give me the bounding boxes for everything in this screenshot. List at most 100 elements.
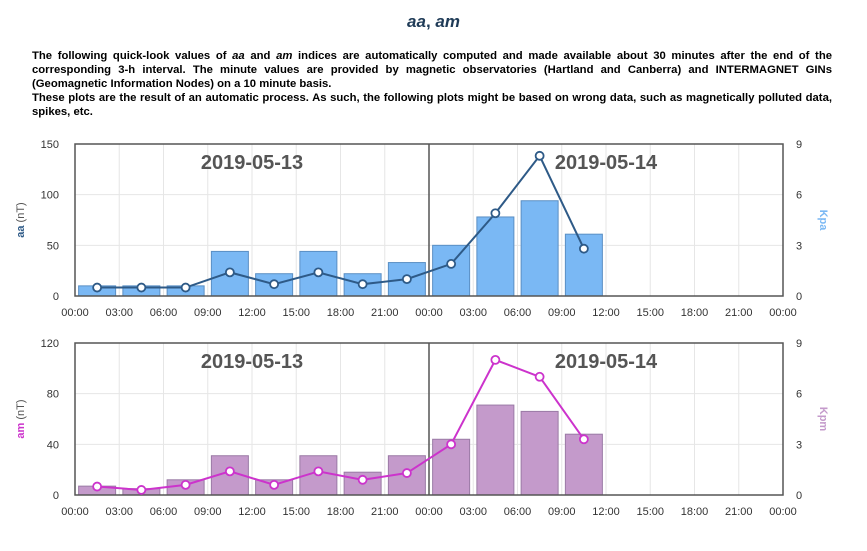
aa-date-label: 2019-05-13: [201, 152, 303, 174]
aa-kp-point: [401, 274, 412, 285]
aa-x-tick: 15:00: [636, 307, 664, 319]
am-chart: 2019-05-13 2019-05-14 0 40 80 120 0 3 6 9 00:00 03:…: [15, 338, 829, 518]
aa-right-tick: 0: [796, 291, 802, 303]
title-am: am: [435, 12, 460, 31]
aa-x-tick: 12:00: [592, 307, 620, 319]
description-paragraph-1: The following quick-look values of aa an…: [32, 49, 832, 91]
am-kp-point: [490, 354, 501, 365]
am-x-tick: 00:00: [769, 506, 797, 518]
am-kp-point: [224, 466, 235, 477]
am-left-axis-unit: (nT): [15, 399, 27, 422]
aa-bar: [564, 233, 603, 297]
aa-right-tick: 6: [796, 190, 802, 202]
aa-x-tick: 21:00: [371, 307, 399, 319]
am-left-axis-name: am: [15, 422, 27, 438]
desc-text-b: and: [244, 50, 277, 62]
am-kp-point: [92, 481, 103, 492]
am-x-tick: 09:00: [194, 506, 222, 518]
am-x-tick: 03:00: [105, 506, 133, 518]
am-kp-point: [401, 468, 412, 478]
aa-left-tick: 150: [41, 139, 59, 151]
am-x-tick: 09:00: [548, 506, 576, 518]
page-title: aa, am: [0, 12, 867, 32]
aa-chart: 2019-05-13 2019-05-14 0 50 100 150 0 3 6 9 00:00 03…: [15, 139, 829, 319]
am-x-tick: 15:00: [282, 506, 310, 518]
am-x-tick: 00:00: [415, 506, 443, 518]
aa-x-tick: 09:00: [548, 307, 576, 319]
am-x-tick: 21:00: [371, 506, 399, 518]
aa-left-tick: 100: [41, 190, 59, 202]
aa-right-tick: 9: [796, 139, 802, 151]
am-left-tick: 120: [41, 338, 59, 350]
desc-am: am: [276, 50, 293, 62]
aa-left-axis-name: aa: [15, 225, 27, 238]
aa-left-axis-title: aa (nT): [15, 202, 27, 237]
aa-kp-point: [578, 243, 589, 254]
aa-bar: [520, 200, 559, 297]
am-kp-point: [313, 466, 324, 477]
aa-kp-point: [534, 150, 545, 161]
title-aa: aa: [407, 12, 426, 31]
am-bar: [564, 433, 603, 496]
aa-x-tick: 00:00: [61, 307, 89, 319]
aa-x-tick: 15:00: [282, 307, 310, 319]
am-left-tick: 0: [53, 490, 59, 502]
aa-kp-point: [136, 282, 147, 293]
aa-x-tick: 00:00: [415, 307, 443, 319]
aa-bar: [432, 244, 471, 297]
am-right-tick: 3: [796, 439, 802, 451]
aa-kp-line: [97, 153, 585, 289]
am-kp-point: [446, 439, 457, 450]
aa-x-tick: 03:00: [105, 307, 133, 319]
aa-x-tick: 06:00: [150, 307, 178, 319]
am-kp-point: [136, 485, 147, 495]
am-left-tick: 80: [47, 389, 59, 401]
aa-x-tick: 03:00: [459, 307, 487, 319]
desc-text-c: indices are automatically computed and m…: [32, 50, 833, 90]
aa-x-tick: 00:00: [769, 307, 797, 319]
am-x-tick: 18:00: [327, 506, 355, 518]
description-paragraph-2: These plots are the result of an automat…: [32, 92, 832, 118]
desc-aa: aa: [232, 50, 245, 62]
title-separator: ,: [425, 12, 436, 31]
am-x-tick: 12:00: [238, 506, 266, 518]
aa-kp-point: [224, 267, 235, 278]
aa-x-tick: 18:00: [327, 307, 355, 319]
aa-x-tick: 21:00: [725, 307, 753, 319]
aa-right-axis-title: Kpa: [817, 210, 829, 232]
aa-x-tick: 09:00: [194, 307, 222, 319]
am-right-tick: 6: [796, 389, 802, 401]
am-right-tick: 9: [796, 338, 802, 350]
am-left-tick: 40: [47, 439, 59, 451]
aa-kp-point: [313, 267, 324, 278]
am-right-tick: 0: [796, 490, 802, 502]
am-kp-line: [97, 358, 585, 491]
am-kp-point: [578, 434, 589, 445]
am-x-tick: 15:00: [636, 506, 664, 518]
aa-x-tick: 12:00: [238, 307, 266, 319]
am-x-tick: 03:00: [459, 506, 487, 518]
aa-x-tick: 06:00: [504, 307, 532, 319]
am-x-tick: 18:00: [681, 506, 709, 518]
am-kp-point: [269, 479, 280, 490]
desc-text-a: The following quick-look values of: [32, 50, 233, 62]
am-left-axis-title: am (nT): [15, 399, 27, 438]
am-x-tick: 06:00: [504, 506, 532, 518]
am-kp-point: [357, 474, 368, 485]
aa-kp-point: [490, 208, 501, 219]
am-bar: [476, 404, 515, 496]
aa-left-tick: 0: [53, 291, 59, 303]
aa-kp-point: [357, 279, 368, 290]
description: The following quick-look values of aa an…: [32, 49, 832, 119]
am-x-tick: 06:00: [150, 506, 178, 518]
am-x-tick: 12:00: [592, 506, 620, 518]
am-bar: [520, 410, 559, 496]
aa-left-tick: 50: [47, 240, 59, 252]
am-date-label: 2019-05-13: [201, 351, 303, 373]
am-kp-point: [534, 371, 545, 382]
aa-x-tick: 18:00: [681, 307, 709, 319]
aa-left-axis-unit: (nT): [15, 202, 27, 225]
aa-kp-point: [446, 259, 457, 269]
aa-kp-point: [269, 279, 280, 290]
aa-bar: [476, 216, 515, 297]
